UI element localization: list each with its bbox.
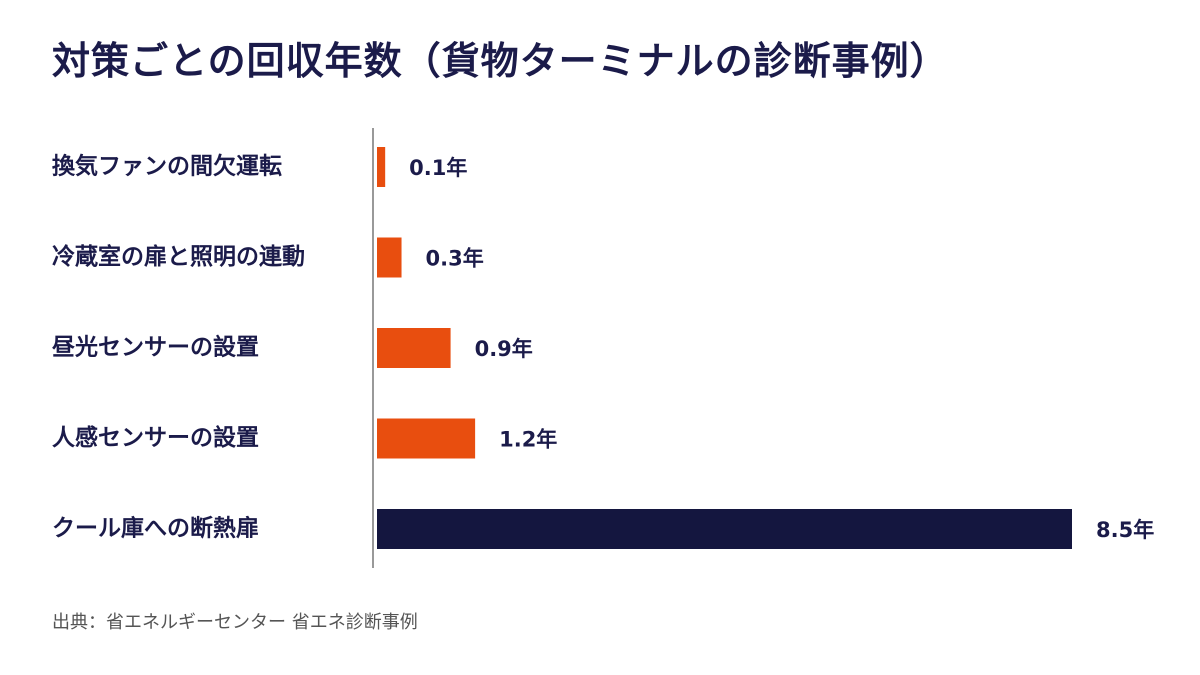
bar [377,509,1072,549]
bar [377,237,402,278]
value-label: 0.9年 [475,337,533,361]
value-label: 8.5年 [1096,518,1154,542]
bar [377,147,386,187]
source-note: 出典：省エネルギーセンター 省エネ診断事例 [52,612,418,633]
value-label: 1.2年 [499,428,557,452]
category-label: 換気ファンの間欠運転 [52,153,282,180]
category-label: 昼光センサーの設置 [52,334,259,361]
value-label: 0.1年 [409,156,467,180]
bar [377,328,451,368]
bar [377,418,476,459]
category-label: クール庫への断熱扉 [52,515,259,542]
chart-title: 対策ごとの回収年数（貨物ターミナルの診断事例） [52,39,949,83]
category-label: 冷蔵室の扉と照明の連動 [52,243,305,270]
value-label: 0.3年 [426,247,484,271]
category-label: 人感センサーの設置 [52,424,259,451]
